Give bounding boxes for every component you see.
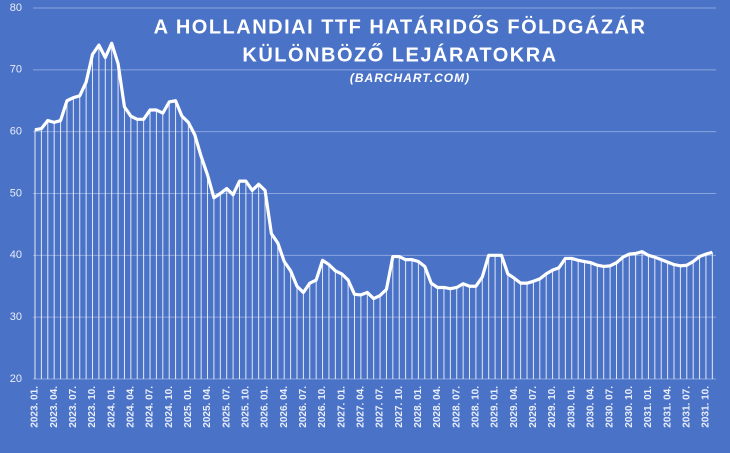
x-tick-label: 2024. 10. <box>164 386 175 428</box>
chart-title: KÜLÖNBÖZŐ LEJÁRATOKRA <box>242 43 557 66</box>
x-tick-label: 2026. 01. <box>260 386 271 428</box>
y-tick-label: 70 <box>10 64 22 76</box>
x-tick-label: 2028. 07. <box>451 386 462 428</box>
x-tick-label: 2031. 01. <box>643 386 654 428</box>
y-tick-label: 40 <box>10 249 22 261</box>
x-tick-label: 2031. 07. <box>681 386 692 428</box>
x-tick-label: 2029. 04. <box>509 386 520 428</box>
y-tick-label: 30 <box>10 311 22 323</box>
x-tick-label: 2024. 07. <box>145 386 156 428</box>
x-tick-label: 2027. 10. <box>394 386 405 428</box>
plot-area: 20 30 40 50 60 70 80 2023. 01. 2023. 04. 2023. 07… <box>10 2 716 428</box>
x-tick-label: 2028. 10. <box>471 386 482 428</box>
x-tick-label: 2026. 07. <box>298 386 309 428</box>
x-tick-label: 2030. 01. <box>566 386 577 428</box>
x-tick-label: 2030. 04. <box>586 386 597 428</box>
x-tick-label: 2030. 07. <box>605 386 616 428</box>
x-tick-label: 2026. 04. <box>279 386 290 428</box>
chart-subtitle: (BARCHART.COM) <box>350 71 470 85</box>
y-tick-label: 60 <box>10 126 22 138</box>
x-tick-label: 2030. 10. <box>624 386 635 428</box>
x-tick-label: 2023. 10. <box>87 386 98 428</box>
x-tick-label: 2025. 07. <box>221 386 232 428</box>
x-tick-label: 2025. 04. <box>202 386 213 428</box>
x-tick-label: 2024. 01. <box>106 386 117 428</box>
x-tick-label: 2029. 07. <box>528 386 539 428</box>
x-tick-label: 2028. 04. <box>432 386 443 428</box>
x-tick-label: 2027. 01. <box>336 386 347 428</box>
x-tick-label: 2025. 10. <box>241 386 252 428</box>
x-tick-label: 2023. 01. <box>30 386 41 428</box>
x-tick-label: 2025. 01. <box>183 386 194 428</box>
chart-title: A HOLLANDIAI TTF HATÁRIDŐS FÖLDGÁZÁR <box>154 15 647 38</box>
x-tick-label: 2029. 10. <box>547 386 558 428</box>
x-tick-label: 2028. 01. <box>413 386 424 428</box>
y-tick-label: 80 <box>10 2 22 14</box>
x-tick-label: 2027. 07. <box>375 386 386 428</box>
x-tick-label: 2026. 10. <box>317 386 328 428</box>
x-tick-label: 2023. 07. <box>68 386 79 428</box>
y-tick-label: 50 <box>10 187 22 199</box>
x-tick-label: 2024. 04. <box>125 386 136 428</box>
x-tick-label: 2031. 04. <box>662 386 673 428</box>
x-tick-label: 2027. 04. <box>356 386 367 428</box>
x-tick-label: 2029. 01. <box>490 386 501 428</box>
y-tick-label: 20 <box>10 373 22 385</box>
price-line <box>34 41 713 301</box>
x-tick-label: 2023. 04. <box>49 386 60 428</box>
x-tick-label: 2031. 10. <box>701 386 712 428</box>
